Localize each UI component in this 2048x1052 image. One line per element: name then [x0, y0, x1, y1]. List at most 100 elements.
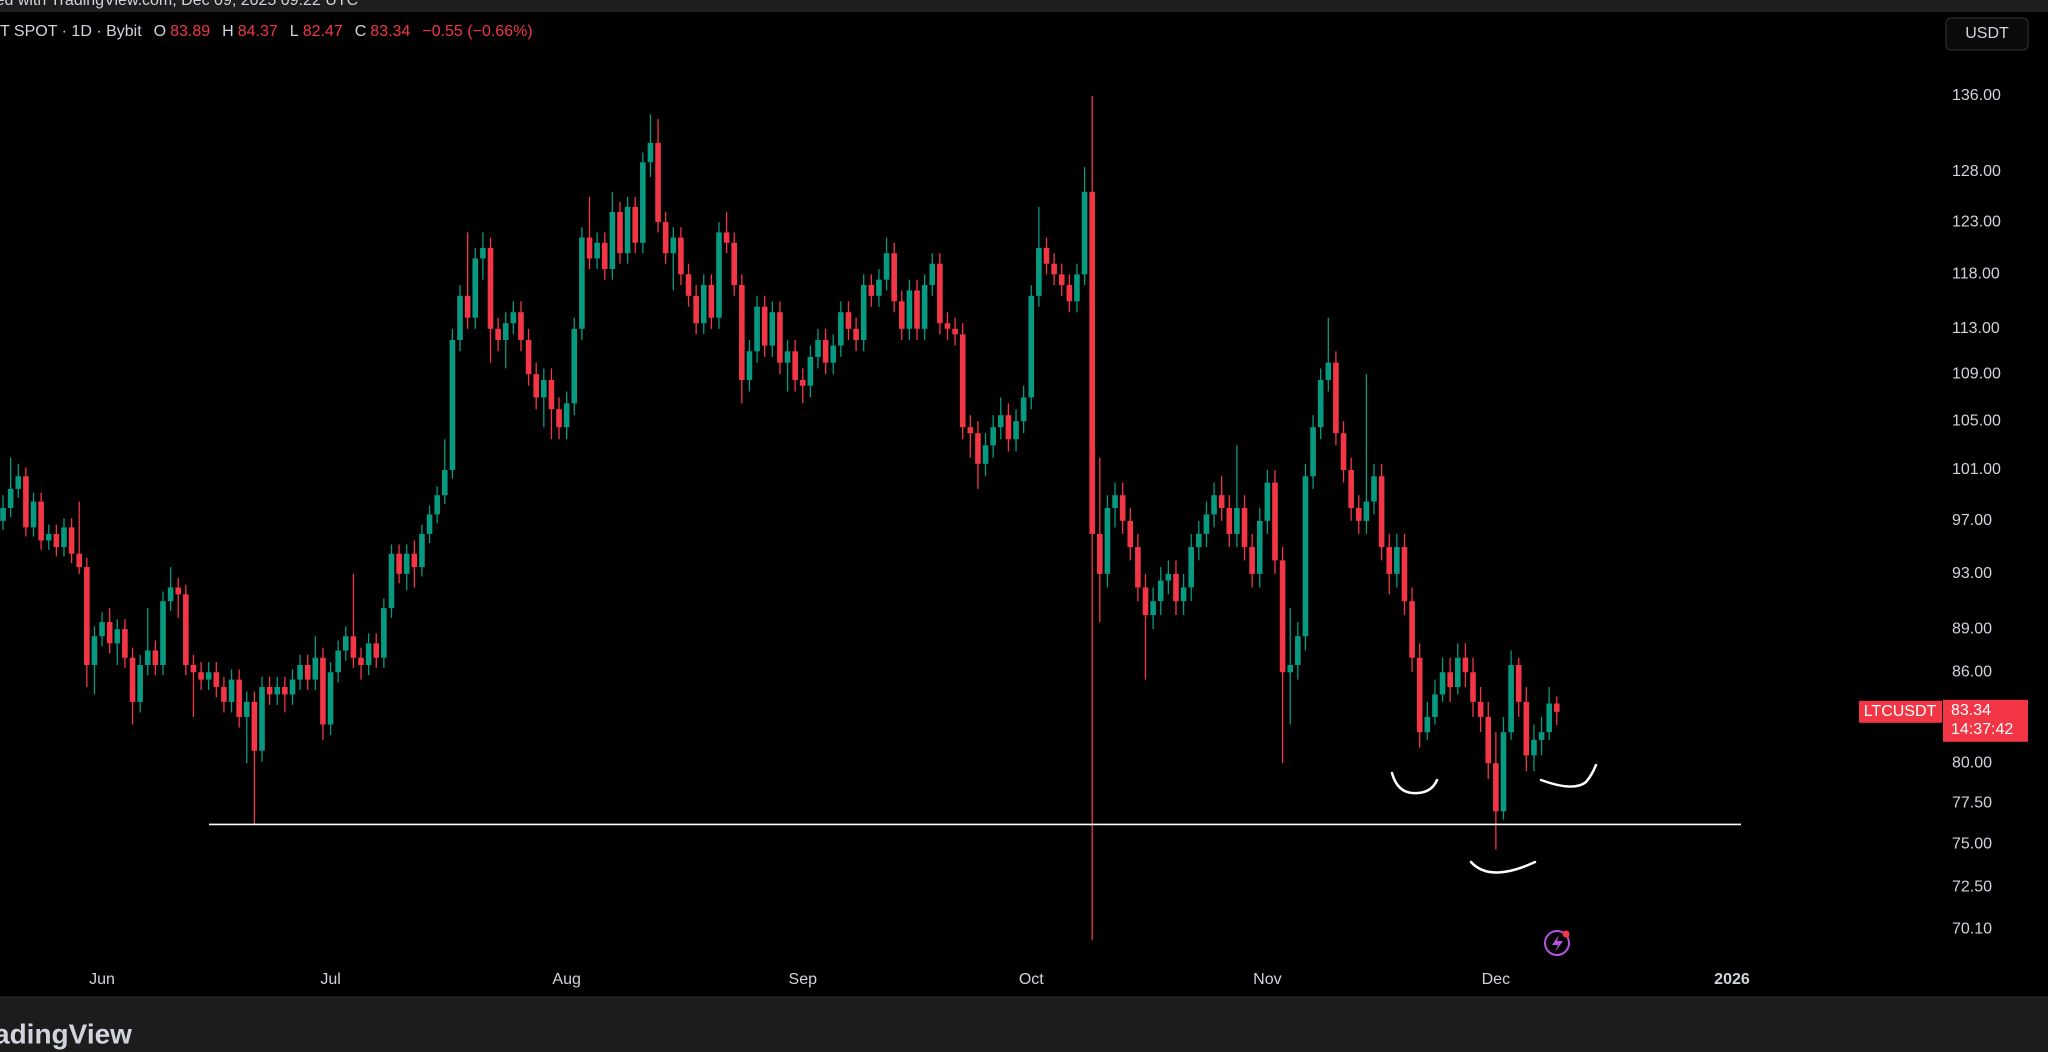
candle-body: [1477, 701, 1484, 717]
currency-label[interactable]: USDT: [1965, 25, 2009, 42]
candle-body: [1150, 601, 1156, 616]
candle-body: [1005, 415, 1012, 440]
ohlc-label: L: [289, 23, 299, 40]
candle-body: [967, 427, 974, 434]
candle-body: [1066, 285, 1073, 302]
candle-body: [1165, 573, 1172, 581]
candle-body: [213, 672, 220, 687]
y-tick-label: 118.00: [1952, 266, 2000, 283]
candle-body: [358, 657, 364, 665]
candle-body: [274, 686, 281, 695]
candle-body: [381, 608, 387, 658]
candle-body: [510, 312, 517, 324]
candle-body: [1302, 476, 1309, 637]
candle-body: [959, 334, 966, 428]
candle-body: [464, 295, 471, 318]
candle-body: [777, 312, 783, 363]
ohlc-label: C: [354, 23, 367, 40]
candle-body: [38, 501, 44, 541]
candle-body: [944, 323, 951, 329]
candle-body: [579, 237, 585, 329]
candle-body: [1553, 703, 1560, 712]
y-tick-label: 105.00: [1952, 412, 2001, 429]
alert-icon[interactable]: [1544, 930, 1570, 956]
candle-body: [830, 345, 837, 363]
candle-body: [799, 379, 806, 386]
candle-body: [243, 701, 250, 717]
candle-body: [1424, 716, 1431, 733]
candle-body: [975, 433, 981, 464]
candle-body: [388, 553, 395, 609]
candle-body: [1058, 274, 1065, 286]
price-tag: [1943, 699, 2028, 742]
alert-bolt[interactable]: [1552, 935, 1563, 952]
candle-body: [137, 664, 143, 702]
instrument: T SPOT · 1D · Bybit: [0, 23, 142, 40]
candle-body: [929, 263, 936, 286]
candle-body: [662, 222, 669, 254]
candle-body: [1173, 573, 1179, 602]
y-tick-label: 75.00: [1952, 836, 1992, 853]
candle-body: [792, 351, 798, 380]
x-tick-label: Nov: [1253, 971, 1281, 988]
y-tick-label: 97.00: [1952, 512, 1992, 529]
candle-body: [1523, 701, 1530, 756]
countdown-label: 14:37:42: [1951, 721, 2013, 738]
candle-body: [114, 629, 121, 644]
candle-body: [982, 445, 989, 464]
candle-body: [952, 328, 958, 335]
candle-body: [678, 237, 684, 275]
candle-body: [7, 488, 14, 508]
candle-body: [1546, 703, 1552, 733]
candle-body: [1515, 664, 1522, 702]
candle-body: [594, 242, 600, 259]
candle-body: [769, 312, 776, 346]
candle-body: [556, 409, 562, 428]
x-tick-label: Oct: [1019, 971, 1044, 988]
candle-body: [160, 601, 166, 665]
candle-body: [685, 274, 692, 296]
candle-body: [342, 636, 349, 651]
candle-body: [845, 312, 852, 329]
candle-body: [221, 686, 227, 702]
candle-body: [183, 594, 189, 665]
y-tick-label: 136.00: [1952, 87, 2001, 104]
candle-body: [1378, 476, 1385, 548]
candle-body: [457, 295, 463, 340]
candle-body: [99, 622, 105, 637]
candle-body: [937, 263, 943, 324]
candle-body: [1119, 495, 1126, 521]
candle-body: [304, 664, 311, 680]
candle-body: [921, 285, 928, 329]
candle-body: [548, 379, 555, 410]
candle-body: [144, 650, 151, 665]
currency-button[interactable]: [1945, 17, 2029, 51]
candle-body: [426, 514, 433, 534]
alert-circle[interactable]: [1544, 930, 1570, 956]
candle-body: [1104, 507, 1111, 574]
candle-body: [411, 553, 418, 568]
drawing-curve: [1469, 860, 1537, 874]
y-tick-label: 101.00: [1952, 461, 2001, 478]
candle-body: [541, 379, 547, 398]
candle-body: [1135, 547, 1141, 588]
candle-body: [1493, 763, 1499, 812]
y-tick-label: 109.00: [1952, 365, 2001, 382]
candle-body: [891, 253, 897, 302]
candle-body: [838, 312, 844, 346]
candle-body: [266, 686, 273, 695]
y-tick-label: 72.50: [1952, 878, 1992, 895]
candle-body: [480, 247, 486, 259]
alert-dot[interactable]: [1562, 930, 1570, 938]
candle-body: [754, 306, 760, 352]
candle-body: [906, 290, 913, 329]
candle-body: [739, 285, 745, 380]
candle-body: [373, 643, 380, 658]
candle-body: [647, 142, 654, 163]
x-tick-label: Aug: [552, 971, 580, 988]
candle-body: [228, 679, 235, 702]
candle-body: [761, 306, 768, 346]
candle-body: [502, 323, 509, 340]
candle-body: [167, 587, 174, 602]
